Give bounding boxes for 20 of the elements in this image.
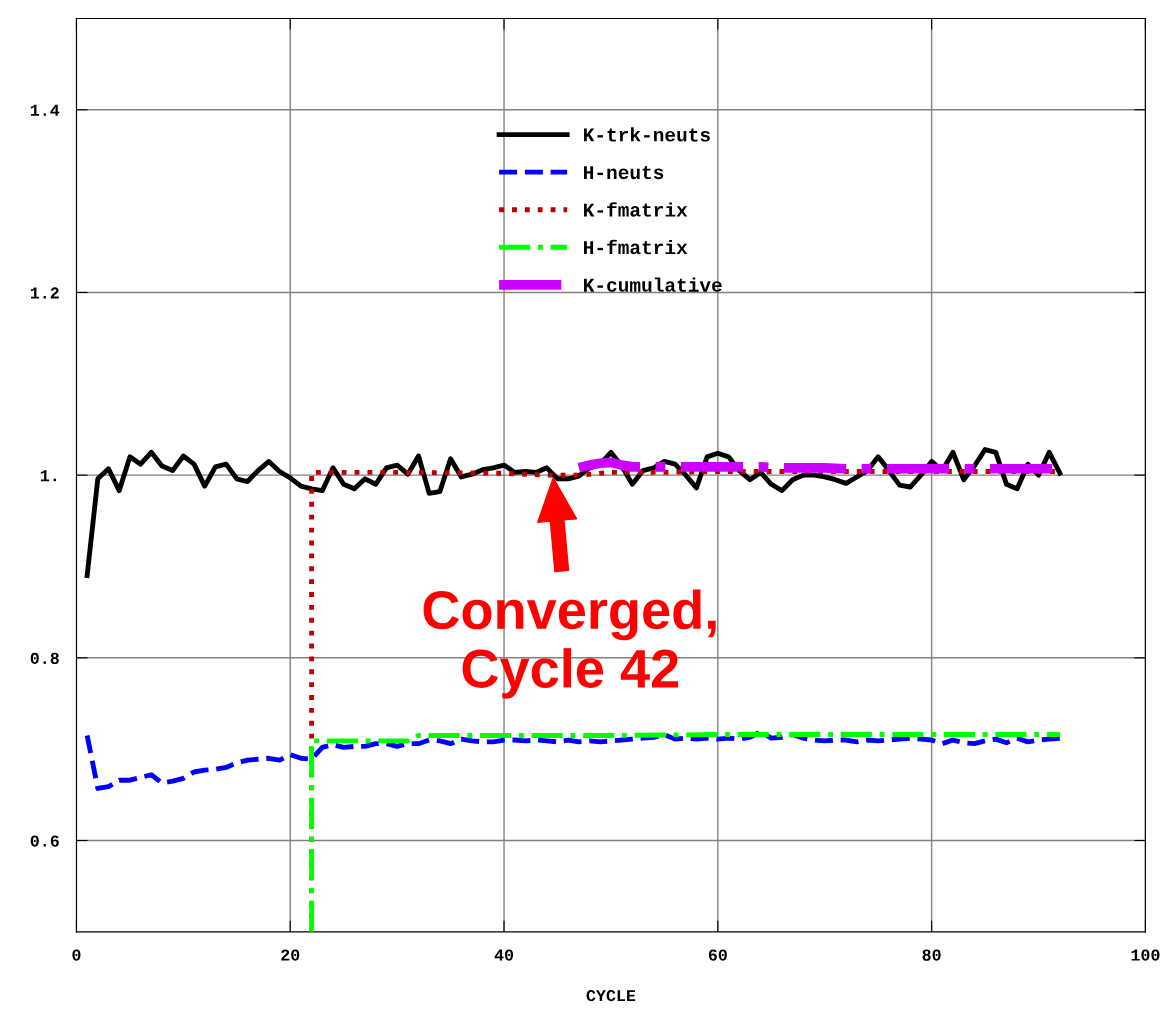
- x-tick-label: 80: [922, 949, 941, 961]
- y-tick-label: 1.2: [30, 287, 59, 299]
- legend-label: H-neuts: [584, 165, 664, 180]
- x-tick-label: 0: [72, 949, 81, 961]
- y-tick-label: 0.8: [30, 652, 59, 665]
- legend-label: K-trk-neuts: [584, 127, 710, 142]
- legend-label: K-cumulative: [584, 277, 722, 292]
- x-tick-label: 100: [1131, 949, 1160, 961]
- y-tick-label: 0.6: [30, 835, 59, 847]
- y-tick-label: 1.4: [30, 104, 60, 116]
- y-tick-label: 1.: [40, 470, 56, 482]
- annotation: Converged, Cycle 42: [423, 589, 716, 699]
- x-tick-label: 20: [281, 949, 300, 961]
- line-series: [84, 729, 1063, 791]
- x-tick-label: 40: [494, 949, 514, 961]
- x-axis-title: CYCLE: [586, 989, 636, 1002]
- line-series: [309, 732, 1063, 932]
- legend-label: H-fmatrix: [584, 239, 688, 255]
- x-tick-label: 60: [708, 949, 727, 961]
- legend-label: K-fmatrix: [584, 202, 688, 217]
